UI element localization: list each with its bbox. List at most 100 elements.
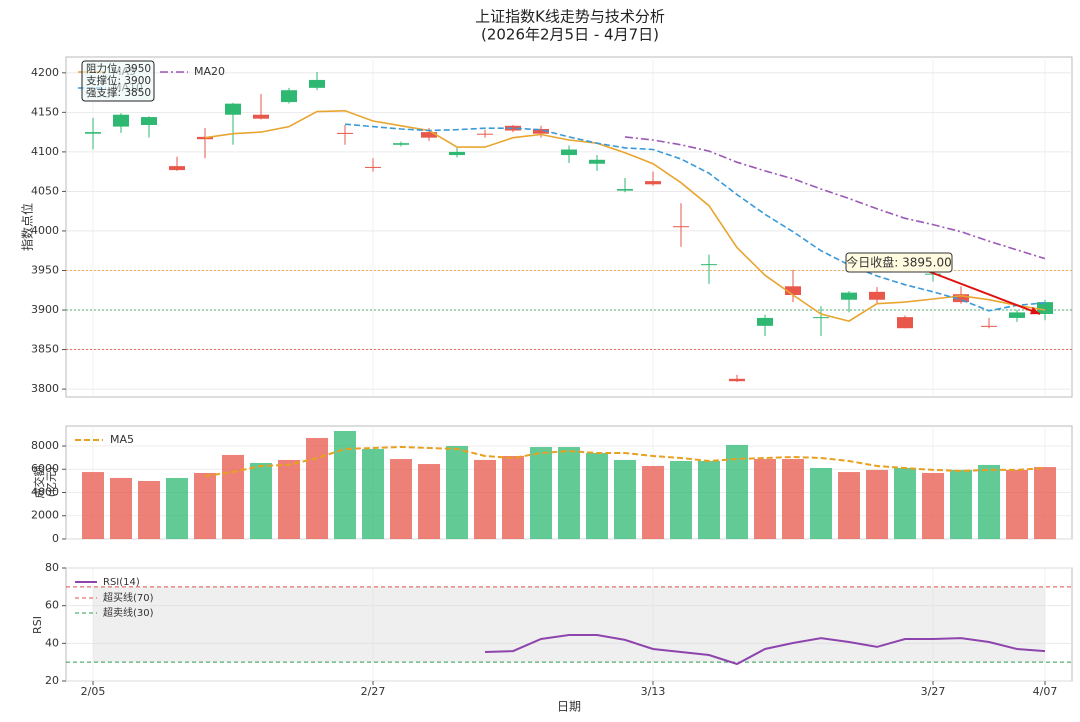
y-tick-label: 20: [45, 674, 59, 687]
candle-body: [757, 317, 773, 326]
x-axis-label: 日期: [557, 700, 581, 714]
y-tick-label: 60: [45, 599, 59, 612]
volume-bar: [642, 465, 664, 539]
y-tick-label: 0: [52, 532, 59, 545]
volume-bar: [1006, 469, 1028, 539]
y-tick-label: 3800: [31, 382, 59, 395]
volume-bar: [950, 469, 972, 539]
legend-label: 超卖线(30): [103, 606, 154, 619]
level-label: 阻力位: 3950: [86, 62, 151, 75]
y-axis-label: (亿元): [45, 467, 58, 498]
candle-body: [561, 149, 577, 156]
volume-bar: [1034, 467, 1056, 539]
candle-body: [729, 378, 745, 382]
y-tick-label: 2000: [31, 509, 59, 522]
volume-bar: [166, 477, 188, 539]
candle-body: [141, 117, 157, 125]
volume-bar: [390, 459, 412, 539]
candle-body: [393, 143, 409, 145]
annotation-arrow: [924, 269, 1041, 315]
volume-bar: [978, 464, 1000, 539]
candle-body: [477, 133, 493, 135]
y-axis-label: RSI: [31, 616, 44, 634]
volume-bar: [110, 477, 132, 539]
volume-bar: [474, 459, 496, 539]
volume-bar: [614, 459, 636, 539]
candle-body: [1009, 312, 1025, 318]
volume-bar: [782, 459, 804, 539]
volume-bar: [194, 472, 216, 539]
candle-body: [673, 226, 689, 228]
volume-bar: [138, 480, 160, 539]
plot-frame: [65, 567, 1073, 682]
volume-bar: [418, 464, 440, 539]
candle-body: [421, 132, 437, 138]
candle-body: [365, 166, 381, 168]
candle-body: [225, 103, 241, 115]
volume-bar: [754, 459, 776, 539]
volume-bar: [558, 447, 580, 539]
volume-bar: [670, 460, 692, 539]
line-series: [484, 634, 1046, 666]
volume-bar: [278, 459, 300, 539]
x-tick-label: 3/13: [641, 685, 666, 698]
candle-body: [813, 317, 829, 319]
volume-bar: [250, 462, 272, 539]
neutral-band: [93, 586, 1045, 663]
volume-bar: [362, 449, 384, 539]
annotation-box: [845, 252, 953, 273]
candle-body: [869, 291, 885, 300]
y-tick-label: 4050: [31, 184, 59, 197]
level-label: 强支撑: 3850: [86, 86, 151, 99]
y-axis-label: 指数点位: [20, 203, 35, 251]
x-tick-label: 4/07: [1033, 685, 1058, 698]
candle-body: [281, 90, 297, 103]
volume-bar: [502, 455, 524, 539]
line-series: [204, 445, 1046, 477]
candle-body: [785, 286, 801, 295]
volume-bar: [82, 472, 104, 539]
candle-body: [169, 166, 185, 171]
y-tick-label: 3850: [31, 343, 59, 356]
volume-bar: [894, 467, 916, 539]
y-tick-label: 4200: [31, 66, 59, 79]
level-label: 支撑位: 3900: [86, 74, 151, 87]
candle-body: [1037, 302, 1053, 314]
volume-bar: [726, 444, 748, 539]
candle-body: [533, 128, 549, 134]
volume-bar: [306, 437, 328, 539]
volume-bar: [530, 447, 552, 539]
legend-label: RSI(14): [103, 577, 140, 588]
candle-body: [645, 181, 661, 185]
y-tick-label: 8000: [31, 439, 59, 452]
y-tick-label: 80: [45, 561, 59, 574]
candle-body: [113, 114, 129, 127]
candle-body: [505, 125, 521, 131]
candle-body: [197, 136, 213, 140]
candle-body: [253, 114, 269, 119]
volume-bar: [698, 460, 720, 539]
candle-body: [925, 273, 941, 275]
candle-body: [85, 132, 101, 134]
y-axis-label: 成交额: [32, 466, 46, 499]
annotation-arrowhead: [1030, 307, 1040, 315]
level-box: [81, 60, 155, 102]
candle-body: [897, 317, 913, 329]
volume-bar: [334, 430, 356, 539]
legend-label: MA20: [194, 65, 225, 78]
y-tick-label: 40: [45, 636, 59, 649]
candle-body: [617, 189, 633, 191]
y-tick-label: 4150: [31, 105, 59, 118]
volume-bar: [586, 452, 608, 539]
legend-label: 超买线(70): [103, 591, 154, 604]
candle-body: [309, 79, 325, 88]
y-tick-label: 3950: [31, 263, 59, 276]
legend-label: MA5: [110, 433, 134, 446]
candle-body: [953, 294, 969, 303]
candle-body: [337, 132, 353, 134]
volume-bar: [838, 472, 860, 539]
volume-bar: [810, 467, 832, 539]
volume-bar: [446, 445, 468, 539]
line-series: [624, 136, 1046, 260]
candle-body: [981, 325, 997, 327]
